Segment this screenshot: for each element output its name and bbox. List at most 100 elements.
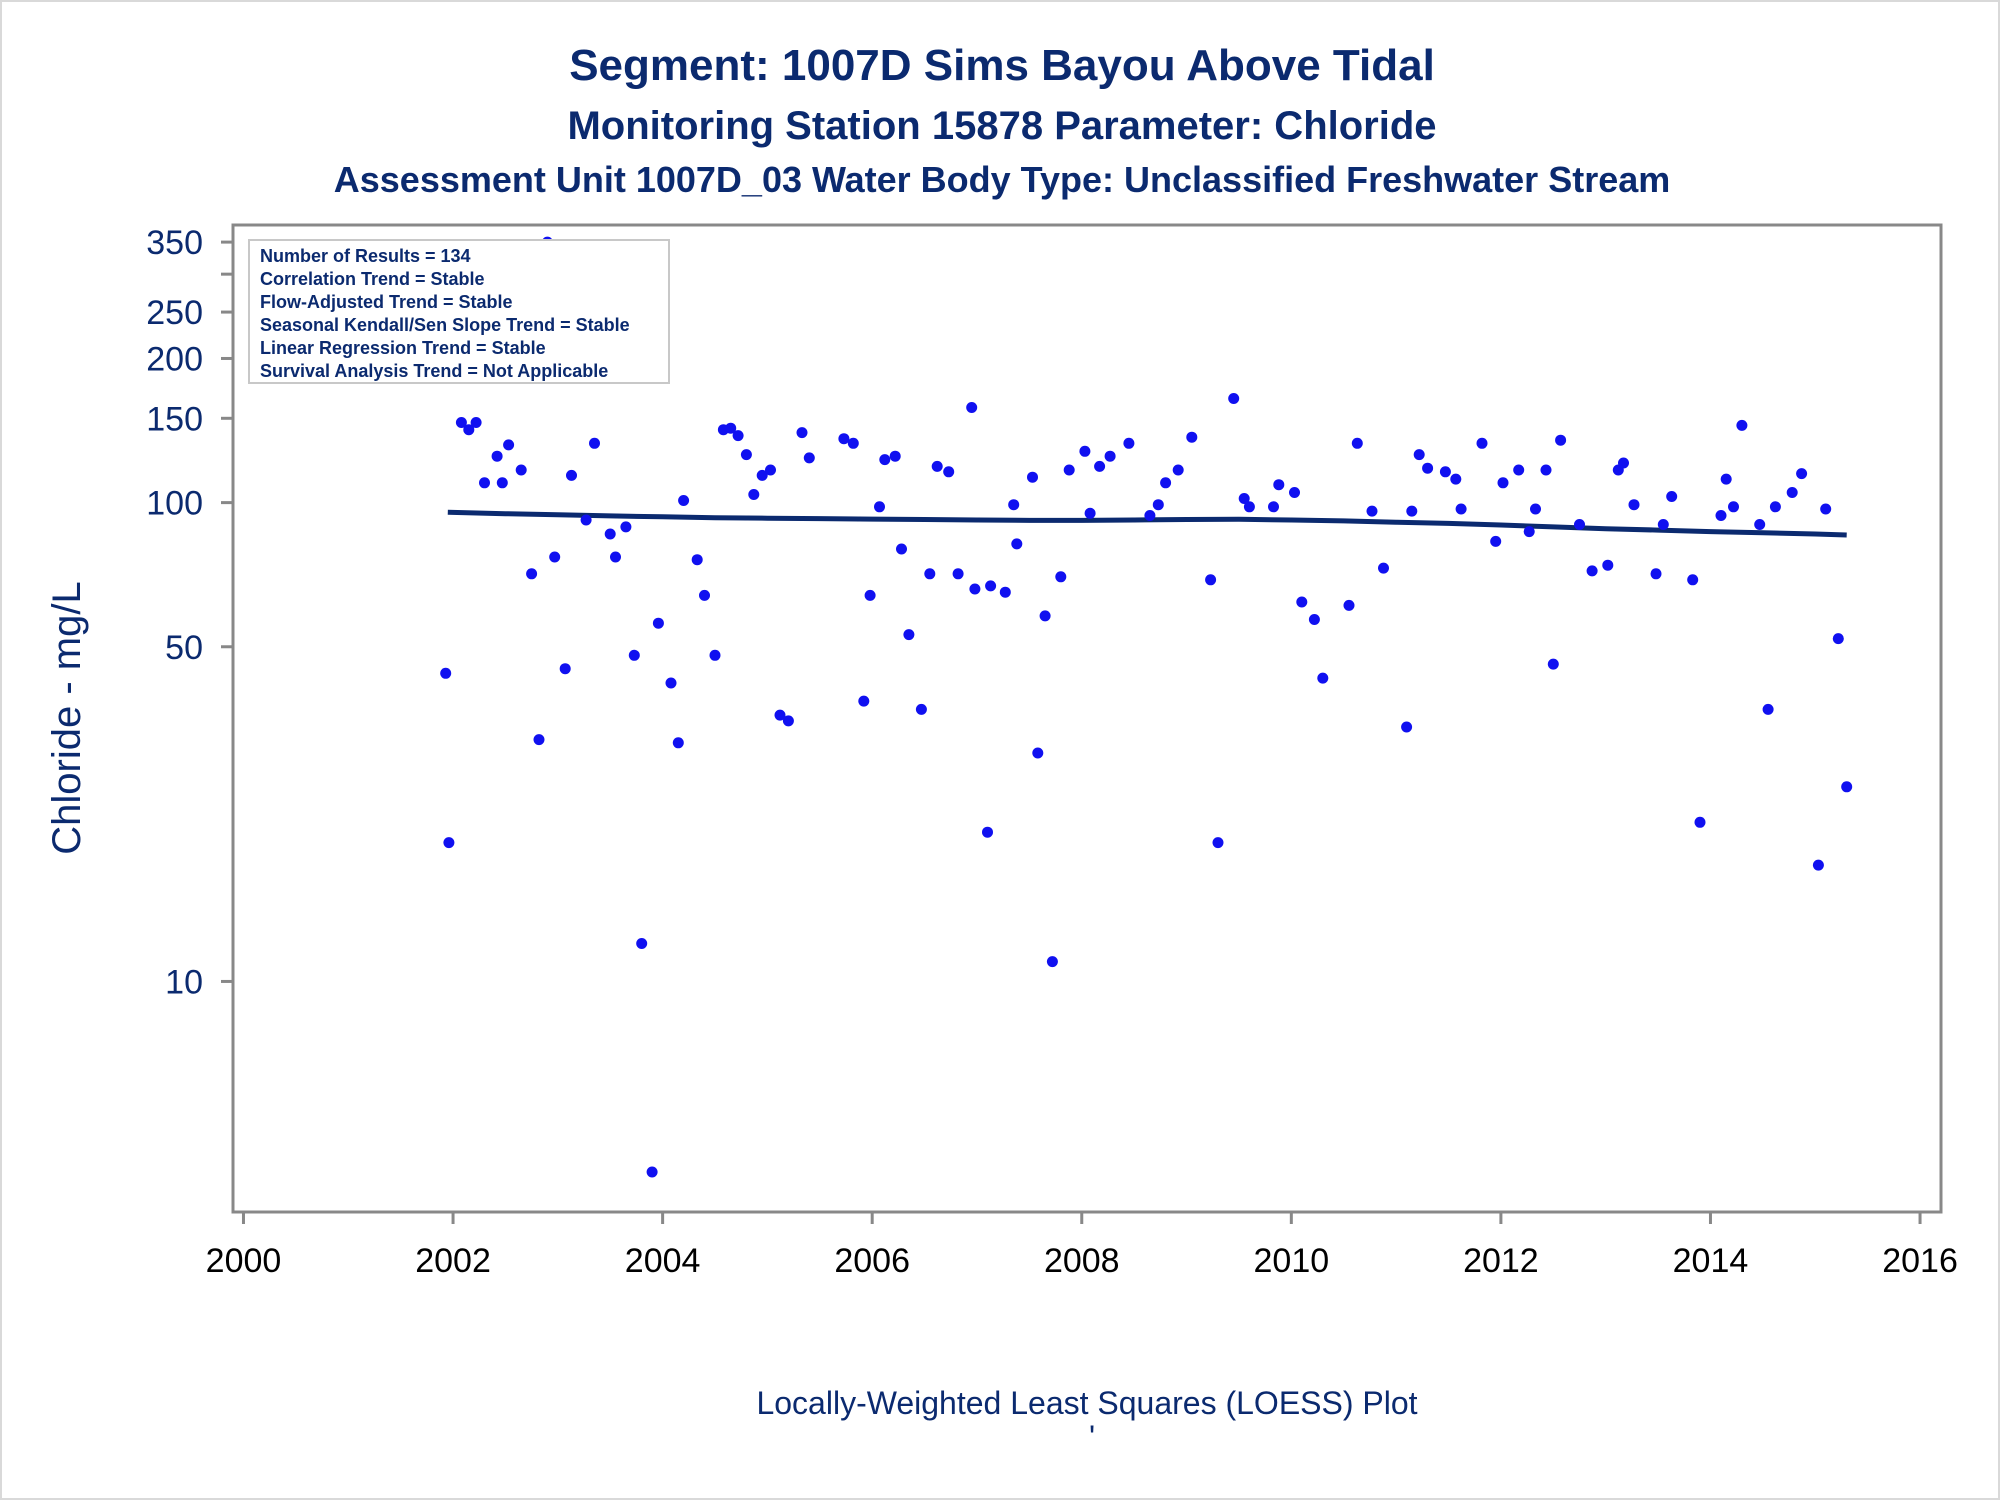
data-point (1769, 501, 1781, 513)
data-point (496, 477, 508, 489)
data-point (1530, 503, 1541, 515)
data-point (479, 477, 490, 489)
data-point (443, 837, 455, 849)
data-point (1144, 510, 1156, 521)
loess-trend-line (447, 509, 1847, 538)
data-point (1728, 501, 1739, 513)
data-point (1796, 468, 1808, 480)
data-point (1160, 477, 1172, 489)
chart-title: Segment: 1007D Sims Bayou Above Tidal (569, 41, 1435, 90)
data-point (1694, 816, 1706, 828)
data-point (1476, 437, 1488, 449)
data-point (1841, 781, 1853, 793)
data-point (1104, 450, 1116, 462)
data-point (549, 551, 561, 563)
data-point (1523, 526, 1535, 538)
inset-line-results: Number of Results = 134 (260, 246, 471, 266)
data-point (1243, 501, 1255, 513)
data-point (1754, 519, 1766, 530)
data-point (1351, 437, 1363, 449)
y-tick-label: 50 (165, 629, 203, 667)
data-point (756, 469, 768, 481)
data-point (838, 433, 850, 445)
data-point (1268, 501, 1279, 513)
data-point (952, 568, 964, 580)
data-point (1812, 859, 1824, 871)
data-point (1011, 538, 1023, 550)
data-point (740, 449, 752, 461)
x-tick-label: 2010 (1254, 1242, 1330, 1280)
y-tick-label: 250 (146, 294, 203, 332)
data-point (1123, 437, 1135, 449)
data-point (1296, 596, 1308, 608)
data-point (1450, 473, 1462, 485)
data-point (699, 589, 710, 601)
data-point (858, 695, 870, 707)
data-point (1055, 571, 1067, 583)
data-point (1786, 487, 1798, 498)
y-tick-label: 100 (146, 485, 203, 523)
footnote: Locally-Weighted Least Squares (LOESS) P… (756, 1385, 1417, 1421)
y-tick-label: 150 (146, 400, 203, 438)
data-point (1666, 491, 1678, 502)
x-axis: 2000 2002 2004 2006 2008 2010 2012 2014 2016 (206, 1212, 1958, 1280)
stats-inset-box (248, 239, 670, 384)
data-point (665, 677, 677, 689)
data-point (1715, 510, 1727, 521)
data-point (1063, 464, 1075, 476)
data-point (1618, 457, 1629, 469)
y-axis-label: Chloride - mg/L (45, 581, 89, 854)
y-tick-label: 200 (146, 340, 203, 378)
data-point (765, 464, 776, 476)
data-point (1152, 499, 1164, 511)
inset-line-correlation: Correlation Trend = Stable (260, 269, 485, 289)
data-point (1317, 672, 1329, 684)
data-point (782, 715, 794, 727)
data-point (620, 521, 632, 533)
data-point (646, 1166, 658, 1178)
data-point (515, 464, 527, 476)
data-point (879, 454, 891, 466)
data-point (1687, 574, 1699, 586)
footnote-mark: ' (1089, 1419, 1095, 1455)
data-point (1586, 565, 1598, 577)
data-point (796, 427, 808, 439)
data-point (943, 466, 955, 478)
data-point (1027, 471, 1038, 483)
data-point (636, 938, 648, 949)
data-point (1555, 434, 1567, 446)
data-point (1094, 460, 1106, 472)
data-point (889, 450, 901, 462)
data-point (969, 583, 981, 595)
x-tick-label: 2004 (625, 1242, 701, 1280)
data-point (903, 629, 915, 641)
data-point (985, 580, 997, 592)
data-point (503, 439, 515, 451)
data-point (1228, 393, 1240, 404)
data-point (1657, 519, 1669, 530)
x-tick-label: 2016 (1882, 1242, 1958, 1280)
data-point (1820, 503, 1832, 515)
data-point (652, 617, 664, 629)
data-point (966, 402, 978, 413)
data-point (1574, 519, 1585, 530)
data-point (931, 460, 943, 472)
stats-inset: Number of Results = 134 Correlation Tren… (248, 239, 670, 384)
data-point (1172, 464, 1184, 476)
data-point (732, 430, 744, 442)
data-point (709, 649, 721, 661)
data-point (1762, 703, 1774, 715)
data-point (610, 551, 621, 563)
data-point (1308, 614, 1320, 625)
data-point (896, 543, 907, 555)
data-point (1406, 505, 1418, 517)
data-point (982, 826, 993, 838)
inset-line-flow-adjusted: Flow-Adjusted Trend = Stable (260, 292, 513, 312)
x-tick-label: 2000 (206, 1242, 282, 1280)
data-point (470, 417, 482, 428)
data-point (1343, 599, 1355, 611)
x-tick-label: 2012 (1463, 1242, 1539, 1280)
data-point (1422, 462, 1434, 474)
data-point (725, 422, 737, 434)
